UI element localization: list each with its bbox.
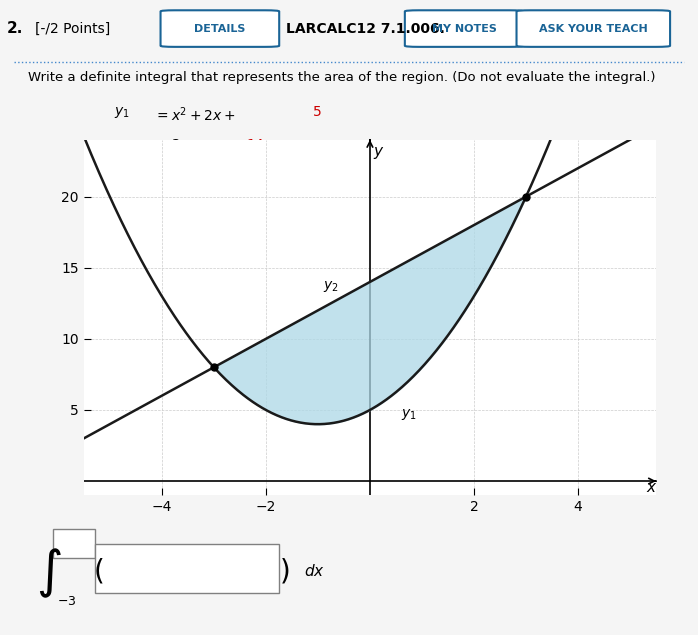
Text: $y_1$: $y_1$ bbox=[114, 105, 130, 121]
Text: $-3$: $-3$ bbox=[57, 595, 77, 608]
Text: DETAILS: DETAILS bbox=[194, 23, 246, 34]
Text: $y_1$: $y_1$ bbox=[401, 407, 417, 422]
Text: $)$: $)$ bbox=[279, 557, 290, 585]
Text: MY NOTES: MY NOTES bbox=[432, 23, 496, 34]
FancyBboxPatch shape bbox=[53, 530, 95, 558]
Text: [-/2 Points]: [-/2 Points] bbox=[35, 22, 110, 36]
FancyBboxPatch shape bbox=[517, 10, 670, 47]
Text: $($: $($ bbox=[93, 557, 103, 585]
Text: y: y bbox=[373, 144, 383, 159]
Text: x: x bbox=[646, 481, 655, 495]
FancyBboxPatch shape bbox=[405, 10, 524, 47]
Text: $\int$: $\int$ bbox=[36, 546, 62, 600]
Text: $= 2x + $: $= 2x + $ bbox=[154, 138, 203, 152]
Text: $= x^2 + 2x + $: $= x^2 + 2x + $ bbox=[154, 105, 235, 124]
Text: $y_2$: $y_2$ bbox=[323, 279, 339, 294]
Text: 5: 5 bbox=[313, 105, 322, 119]
Text: 14: 14 bbox=[247, 138, 265, 152]
Text: LARCALC12 7.1.006.: LARCALC12 7.1.006. bbox=[286, 22, 445, 36]
Text: ASK YOUR TEACH: ASK YOUR TEACH bbox=[539, 23, 648, 34]
FancyBboxPatch shape bbox=[161, 10, 279, 47]
Text: Write a definite integral that represents the area of the region. (Do not evalua: Write a definite integral that represent… bbox=[28, 71, 655, 84]
Text: 2.: 2. bbox=[7, 21, 23, 36]
Text: $y_2$: $y_2$ bbox=[114, 138, 130, 153]
FancyBboxPatch shape bbox=[95, 544, 279, 593]
Text: $dx$: $dx$ bbox=[304, 563, 325, 579]
